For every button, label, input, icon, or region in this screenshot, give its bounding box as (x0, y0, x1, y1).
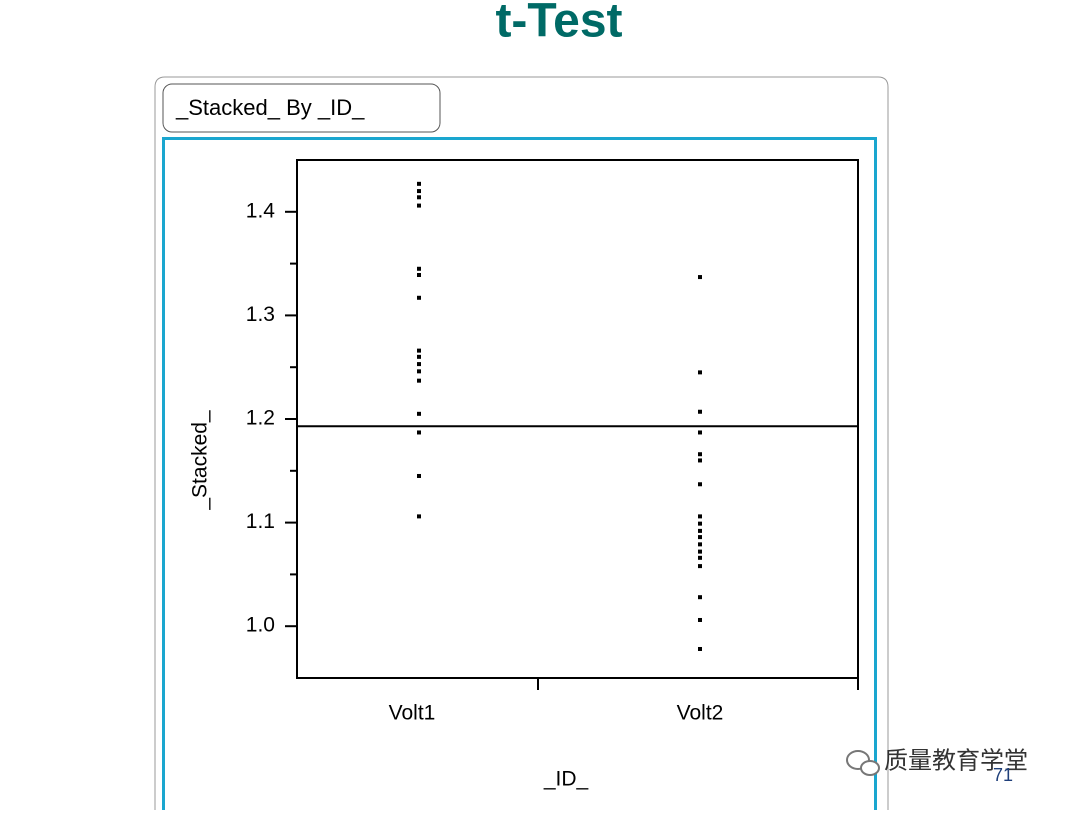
point (417, 473, 421, 478)
chart-tab (162, 83, 441, 133)
plot-area (296, 159, 859, 679)
y-tick-label: 1.2 (246, 407, 275, 430)
point (698, 555, 702, 560)
y-tick-label: 1.1 (246, 510, 275, 533)
page-number: 71 (993, 765, 1013, 785)
point (698, 430, 702, 435)
point (417, 430, 421, 435)
point (698, 595, 702, 600)
point (698, 646, 702, 651)
x-tick-label: Volt2 (677, 702, 724, 725)
point (698, 409, 702, 414)
point (417, 378, 421, 383)
y-axis-label: _Stacked_ (189, 410, 212, 511)
point (698, 452, 702, 457)
y-tick-label: 1.3 (246, 303, 275, 326)
point (417, 272, 421, 277)
point (417, 295, 421, 300)
point (698, 482, 702, 487)
point (417, 348, 421, 353)
watermark-icon (846, 750, 870, 770)
point (417, 266, 421, 271)
point (698, 542, 702, 547)
chart-frame (162, 137, 877, 815)
point (417, 411, 421, 416)
point (698, 514, 702, 519)
y-tick-label: 1.0 (246, 614, 275, 637)
point (698, 521, 702, 526)
point (698, 528, 702, 533)
point (417, 189, 421, 194)
point (417, 354, 421, 359)
y-tick-label: 1.4 (246, 199, 276, 222)
watermark-text: 质量教育学堂 (884, 747, 1028, 774)
slide-title: t-Test (495, 0, 622, 48)
watermark: 质量教育学堂 (846, 747, 1028, 776)
point (698, 549, 702, 554)
watermark-icon (860, 760, 880, 776)
point (417, 195, 421, 200)
point (698, 275, 702, 280)
point (417, 369, 421, 374)
x-axis-label: _ID_ (543, 768, 589, 791)
point (698, 617, 702, 622)
outer-panel (154, 76, 889, 812)
x-tick-label: Volt1 (389, 702, 436, 725)
point (698, 370, 702, 375)
point (417, 514, 421, 519)
point (417, 362, 421, 367)
chart-title: _Stacked_ By _ID_ (175, 95, 365, 120)
point (417, 203, 421, 208)
point (417, 181, 421, 186)
point (698, 458, 702, 463)
point (698, 564, 702, 569)
point (698, 535, 702, 540)
